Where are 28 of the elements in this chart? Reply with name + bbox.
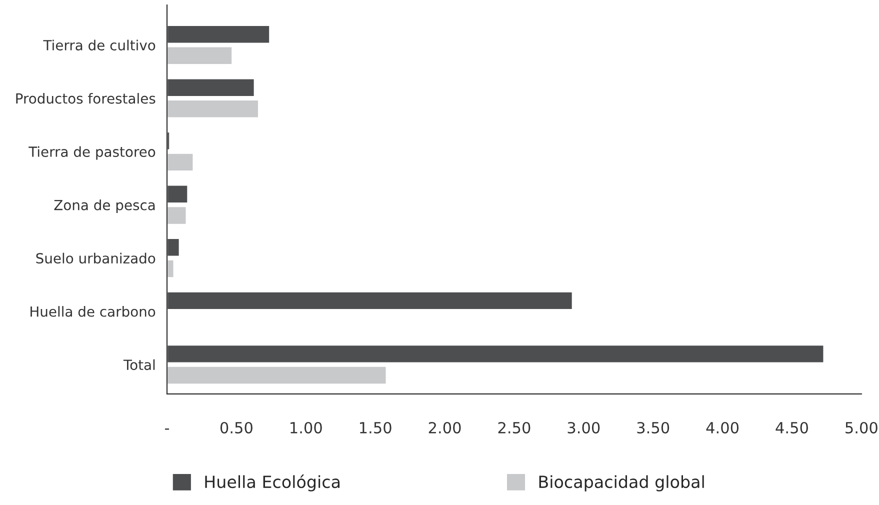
bar [167,152,194,172]
x-tick-label: 2.50 [498,422,530,434]
x-tick-label: 2.00 [428,422,461,434]
y-tick-label: Huella de carbono [30,306,156,317]
y-tick-label: Productos forestales [16,92,156,104]
bar [167,366,388,386]
bar [167,344,825,364]
y-tick-label: Total [123,359,155,370]
x-tick-label: 5.00 [846,422,878,434]
x-tick-label: 3.00 [568,422,600,434]
x-tick-label: 1.50 [360,422,392,434]
bar [167,258,175,278]
x-tick-label: 1.00 [290,422,322,434]
x-tick-label: - [165,428,170,430]
bar [167,238,180,258]
bar [167,46,233,66]
x-tick-label: 4.50 [776,422,808,434]
x-tick-label: 0.50 [220,422,252,434]
y-tick-label: Tierra de pastoreo [28,146,156,160]
y-tick-label: Tierra de cultivo [43,40,156,50]
legend-label: Biocapacidad global [539,475,704,492]
legend-label: Huella Ecológica [205,474,340,492]
y-tick-label: Suelo urbanizado [36,252,156,264]
x-tick-label: 3.50 [637,422,670,434]
x-tick-label: 4.00 [706,422,739,434]
bar [167,24,270,44]
bar [167,290,574,310]
y-tick-label: Zona de pesca [54,200,155,213]
